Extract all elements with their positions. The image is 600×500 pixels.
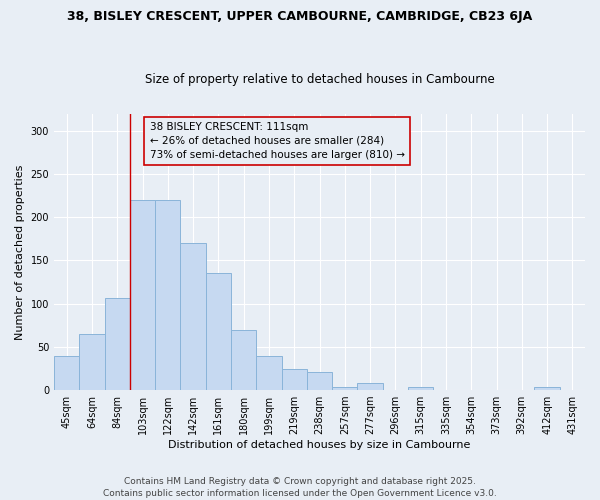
Bar bbox=[79, 334, 104, 390]
Bar bbox=[206, 274, 231, 390]
Y-axis label: Number of detached properties: Number of detached properties bbox=[15, 164, 25, 340]
Bar bbox=[358, 383, 383, 390]
Bar bbox=[54, 356, 79, 390]
Bar bbox=[535, 388, 560, 390]
Bar bbox=[130, 200, 155, 390]
Bar bbox=[155, 200, 181, 390]
Text: 38, BISLEY CRESCENT, UPPER CAMBOURNE, CAMBRIDGE, CB23 6JA: 38, BISLEY CRESCENT, UPPER CAMBOURNE, CA… bbox=[67, 10, 533, 23]
Text: Contains HM Land Registry data © Crown copyright and database right 2025.
Contai: Contains HM Land Registry data © Crown c… bbox=[103, 476, 497, 498]
Bar bbox=[332, 388, 358, 390]
Bar bbox=[281, 370, 307, 390]
Bar bbox=[408, 388, 433, 390]
Bar bbox=[307, 372, 332, 390]
Bar bbox=[256, 356, 281, 390]
Text: 38 BISLEY CRESCENT: 111sqm
← 26% of detached houses are smaller (284)
73% of sem: 38 BISLEY CRESCENT: 111sqm ← 26% of deta… bbox=[149, 122, 404, 160]
X-axis label: Distribution of detached houses by size in Cambourne: Distribution of detached houses by size … bbox=[169, 440, 471, 450]
Title: Size of property relative to detached houses in Cambourne: Size of property relative to detached ho… bbox=[145, 73, 494, 86]
Bar bbox=[104, 298, 130, 390]
Bar bbox=[231, 330, 256, 390]
Bar bbox=[181, 243, 206, 390]
